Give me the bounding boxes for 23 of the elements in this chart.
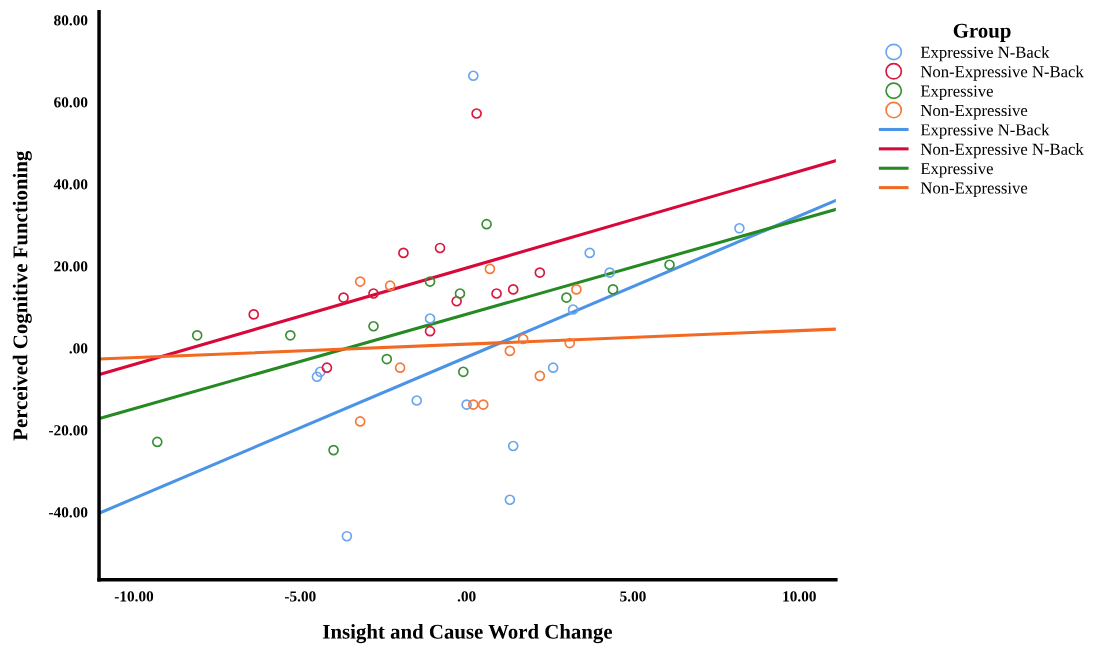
y-tick-label: 60.00 xyxy=(54,97,88,108)
legend-label: Non-Expressive N-Back xyxy=(920,143,1084,159)
legend-label: Expressive xyxy=(920,85,993,101)
x-tick-label: 5.00 xyxy=(620,591,646,602)
x-axis-title: Insight and Cause Word Change xyxy=(323,624,613,644)
legend-label: Non-Expressive xyxy=(920,182,1028,197)
legend-label: Expressive xyxy=(920,163,993,178)
x-tick-label: -5.00 xyxy=(284,591,316,602)
legend-label: Expressive N-Back xyxy=(920,123,1050,139)
x-tick-label: .00 xyxy=(457,591,476,602)
x-tick-label: 10.00 xyxy=(783,591,816,602)
legend-title: Group xyxy=(953,23,1011,42)
y-tick-label: -20.00 xyxy=(49,425,88,436)
legend-label: Non-Expressive N-Back xyxy=(920,65,1084,81)
y-axis-title: Perceived Cognitive Functioning xyxy=(12,150,32,441)
legend-label: Expressive N-Back xyxy=(920,46,1050,62)
y-tick-label: 40.00 xyxy=(53,179,88,190)
x-tick-label: -10.00 xyxy=(114,591,154,602)
y-tick-label: 80.00 xyxy=(54,15,88,26)
y-tick-label: -40.00 xyxy=(49,507,88,518)
y-tick-label: .00 xyxy=(69,343,88,354)
legend-label: Non-Expressive xyxy=(920,104,1028,120)
y-tick-label: 20.00 xyxy=(54,261,88,272)
